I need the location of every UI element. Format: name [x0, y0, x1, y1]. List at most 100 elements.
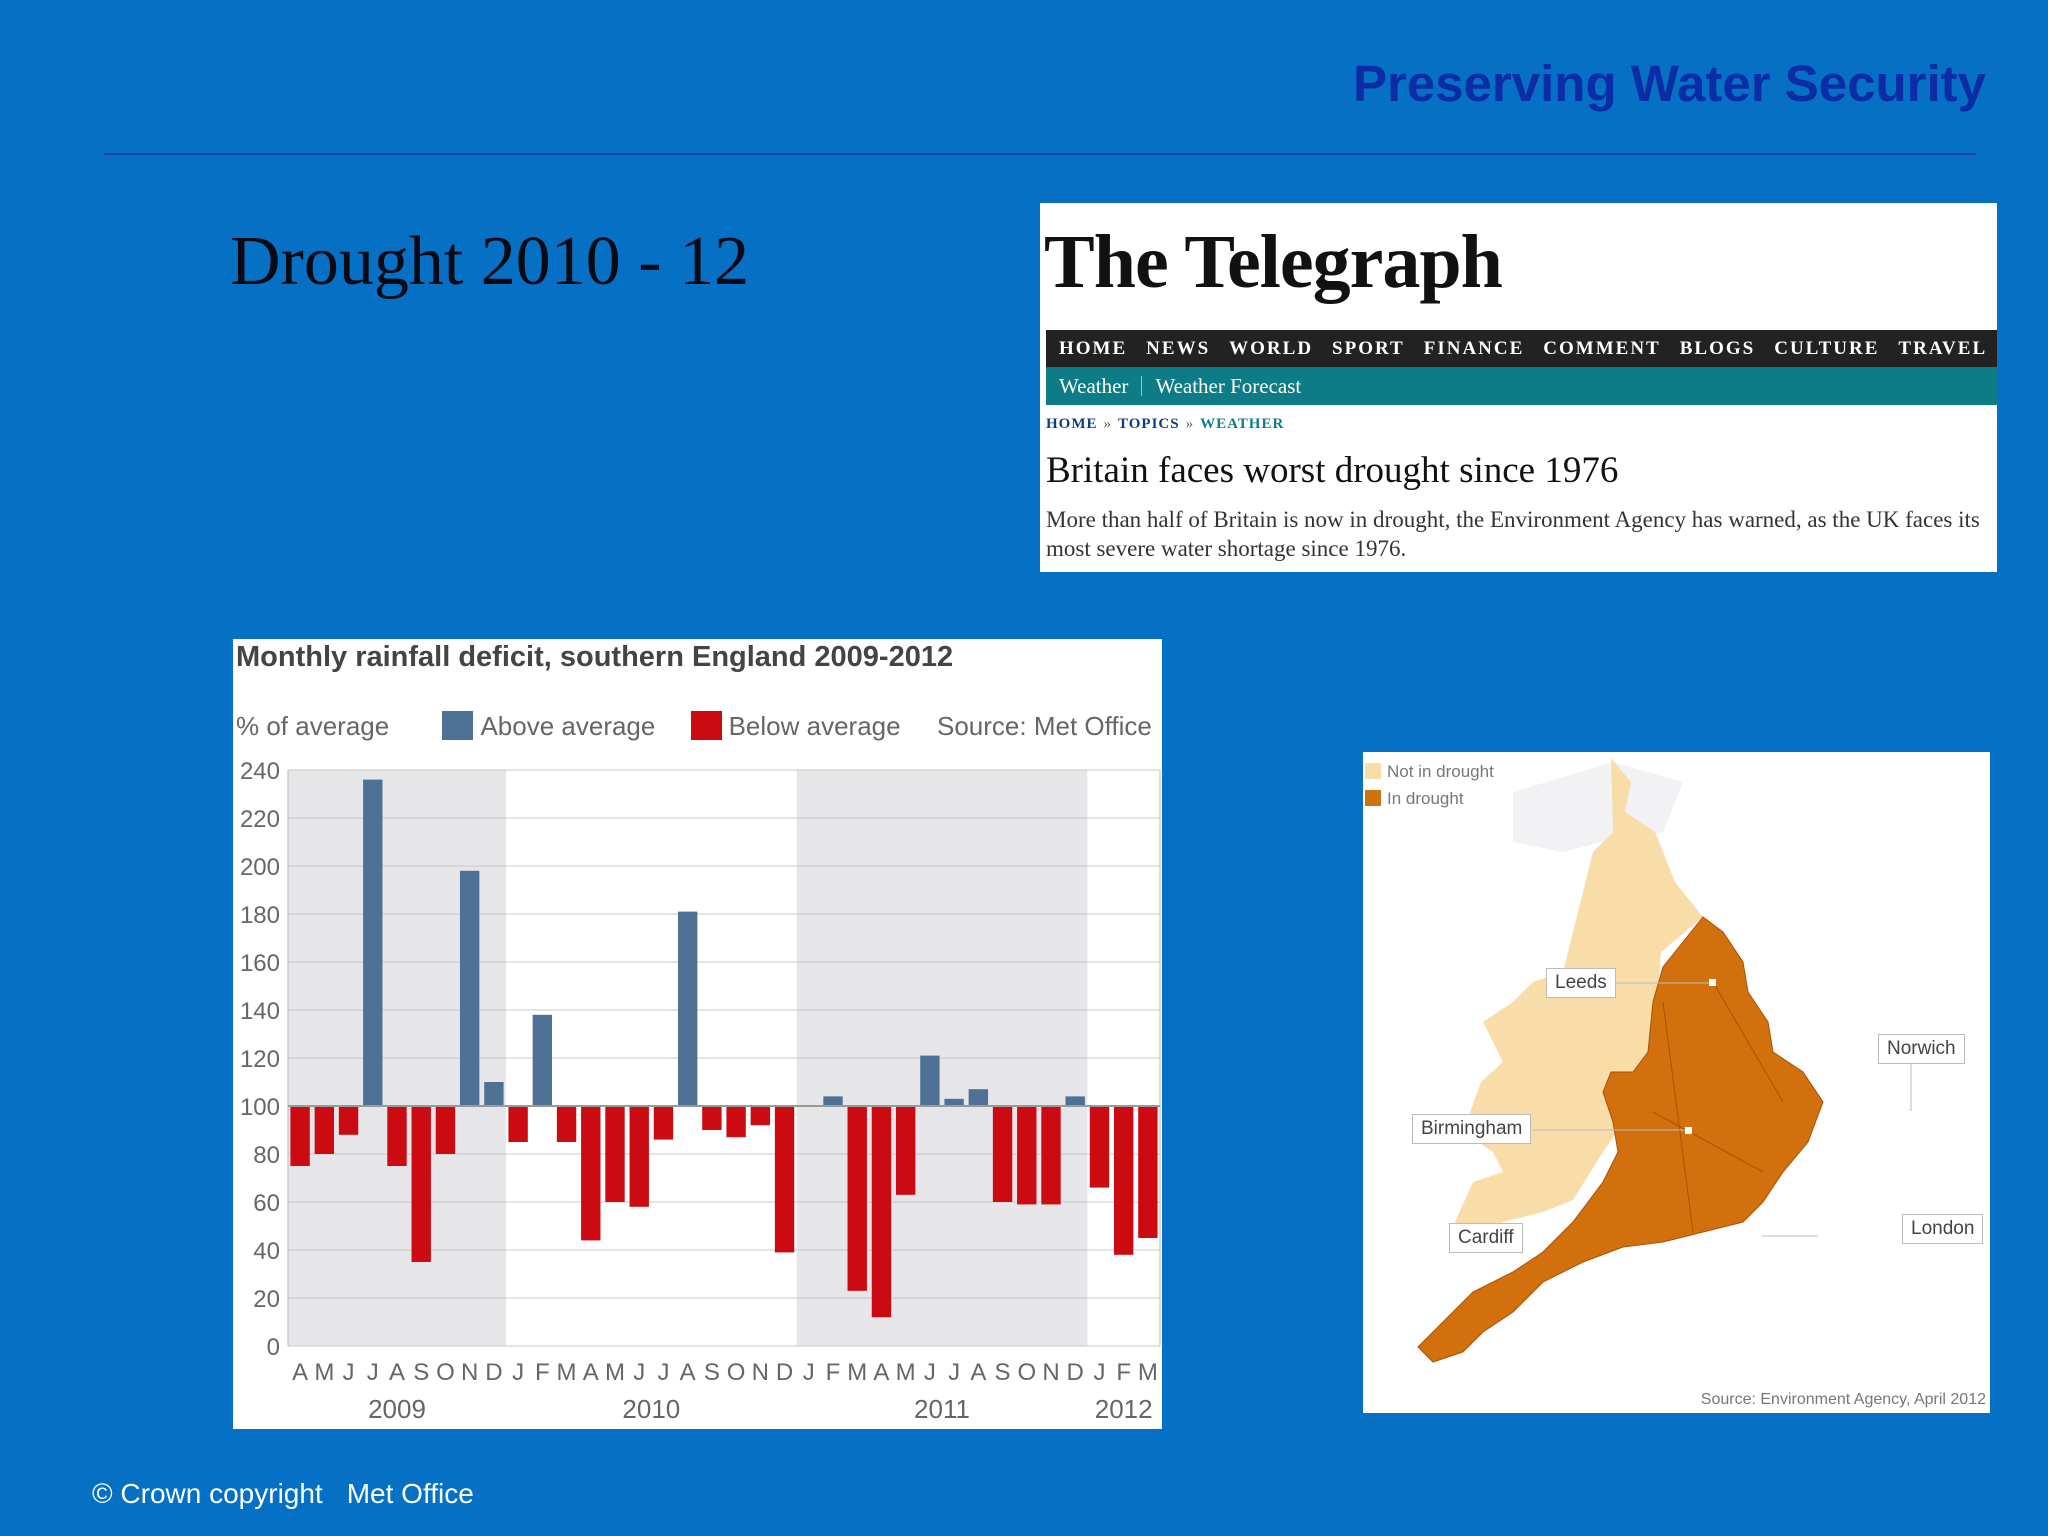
x-tick-label: D — [776, 1359, 793, 1386]
map-source: Source: Environment Agency, April 2012 — [1700, 1391, 1986, 1408]
leeds-marker — [1709, 979, 1716, 986]
telegraph-clipping: The Telegraph HOME NEWS WORLD SPORT FINA… — [1040, 203, 1997, 572]
x-tick-label: A — [873, 1359, 889, 1386]
x-tick-label: M — [314, 1359, 334, 1386]
map-legend-swatch — [1365, 790, 1381, 806]
chart-legend: % of average Above average Below average… — [236, 711, 1152, 742]
x-tick-label: S — [413, 1359, 429, 1386]
bar-19 — [750, 1106, 771, 1126]
bar-3 — [363, 779, 383, 1106]
nav-blogs[interactable]: BLOGS — [1679, 337, 1756, 359]
y-axis-label: % of average — [236, 711, 390, 741]
nav-sport[interactable]: SPORT — [1332, 337, 1405, 359]
y-tick-label: 180 — [240, 902, 280, 929]
x-tick-label: D — [485, 1359, 502, 1386]
bar-34 — [1113, 1106, 1134, 1255]
x-tick-label: D — [1067, 1359, 1084, 1386]
telegraph-subnav: Weather Weather Forecast — [1046, 367, 1997, 405]
breadcrumb-separator: » — [1185, 416, 1195, 432]
x-tick-label: N — [1042, 1359, 1059, 1386]
nav-news[interactable]: NEWS — [1146, 337, 1211, 359]
y-tick-label: 0 — [267, 1334, 280, 1361]
bar-15 — [653, 1106, 674, 1140]
bar-26 — [920, 1055, 940, 1106]
x-tick-label: S — [704, 1359, 720, 1386]
bar-9 — [508, 1106, 528, 1142]
bar-0 — [290, 1106, 310, 1166]
x-tick-label: J — [657, 1359, 669, 1386]
x-tick-label: J — [924, 1359, 936, 1386]
x-tick-label: F — [1116, 1359, 1131, 1386]
bar-10 — [532, 1014, 553, 1106]
bar-20 — [774, 1106, 795, 1253]
telegraph-nav: HOME NEWS WORLD SPORT FINANCE COMMENT BL… — [1046, 330, 1997, 367]
x-tick-label: J — [512, 1359, 524, 1386]
x-tick-label: A — [583, 1359, 599, 1386]
bar-28 — [968, 1089, 989, 1106]
copyright-text: © Crown copyright — [92, 1478, 323, 1509]
bar-23 — [847, 1106, 867, 1291]
x-tick-label: J — [803, 1359, 815, 1386]
birmingham-marker — [1685, 1127, 1692, 1134]
boundary-line — [1712, 981, 1784, 1103]
boundary-line — [1662, 1001, 1694, 1233]
telegraph-logo: The Telegraph — [1044, 220, 1503, 304]
y-tick-label: 60 — [253, 1190, 280, 1217]
map-legend-label: In drought — [1387, 789, 1464, 808]
x-tick-label: A — [292, 1359, 308, 1386]
chart-source: Source: Met Office — [937, 711, 1152, 741]
bar-18 — [726, 1106, 746, 1138]
nav-comment[interactable]: COMMENT — [1543, 337, 1661, 359]
map-legend-not-in-drought: Not in drought — [1365, 758, 1494, 785]
x-tick-label: M — [1138, 1359, 1158, 1386]
bar-22 — [823, 1096, 843, 1106]
x-tick-label: S — [995, 1359, 1011, 1386]
legend-above-swatch — [442, 711, 474, 740]
y-tick-label: 40 — [253, 1238, 280, 1265]
x-tick-label: F — [535, 1359, 550, 1386]
nav-finance[interactable]: FINANCE — [1423, 337, 1525, 359]
bar-13 — [605, 1106, 625, 1202]
subnav-weather[interactable]: Weather — [1059, 373, 1129, 398]
subnav-weather-forecast[interactable]: Weather Forecast — [1155, 373, 1302, 398]
nav-home[interactable]: HOME — [1059, 337, 1128, 359]
x-tick-label: A — [389, 1359, 405, 1386]
breadcrumb-home[interactable]: HOME — [1046, 416, 1098, 432]
legend-below-swatch — [690, 711, 722, 740]
bar-30 — [1017, 1106, 1037, 1205]
map-legend-in-drought: In drought — [1365, 785, 1494, 812]
bar-7 — [459, 870, 480, 1106]
x-tick-label: M — [605, 1359, 625, 1386]
y-tick-label: 220 — [240, 806, 280, 833]
nav-travel[interactable]: TRAVEL — [1898, 337, 1988, 359]
nav-culture[interactable]: CULTURE — [1774, 337, 1880, 359]
bar-11 — [556, 1106, 577, 1142]
y-tick-label: 120 — [240, 1046, 280, 1073]
norwich-marker — [1907, 1111, 1914, 1118]
drought-map: Not in drought In drought Leeds Norwich … — [1363, 752, 1990, 1413]
city-label-cardiff: Cardiff — [1449, 1223, 1523, 1253]
breadcrumb-weather[interactable]: WEATHER — [1200, 416, 1285, 432]
bar-4 — [387, 1106, 407, 1166]
year-label: 2011 — [914, 1394, 970, 1424]
x-tick-label: F — [826, 1359, 841, 1386]
bar-2 — [338, 1106, 359, 1135]
england-wales-map — [1417, 758, 1914, 1363]
year-label: 2009 — [368, 1394, 426, 1424]
nav-world[interactable]: WORLD — [1229, 337, 1314, 359]
x-tick-label: J — [633, 1359, 645, 1386]
breadcrumb-topics[interactable]: TOPICS — [1118, 416, 1180, 432]
city-label-birmingham: Birmingham — [1412, 1114, 1532, 1144]
y-tick-label: 100 — [240, 1094, 280, 1121]
bar-32 — [1065, 1096, 1085, 1106]
year-label: 2010 — [622, 1394, 680, 1424]
bar-1 — [314, 1106, 335, 1154]
city-label-norwich: Norwich — [1878, 1034, 1965, 1064]
x-tick-label: M — [847, 1359, 867, 1386]
bar-12 — [581, 1106, 601, 1241]
footer: © Crown copyright Met Office — [92, 1478, 498, 1510]
x-tick-label: A — [680, 1359, 696, 1386]
x-tick-label: J — [948, 1359, 960, 1386]
bar-25 — [895, 1106, 916, 1195]
bar-31 — [1041, 1106, 1061, 1205]
